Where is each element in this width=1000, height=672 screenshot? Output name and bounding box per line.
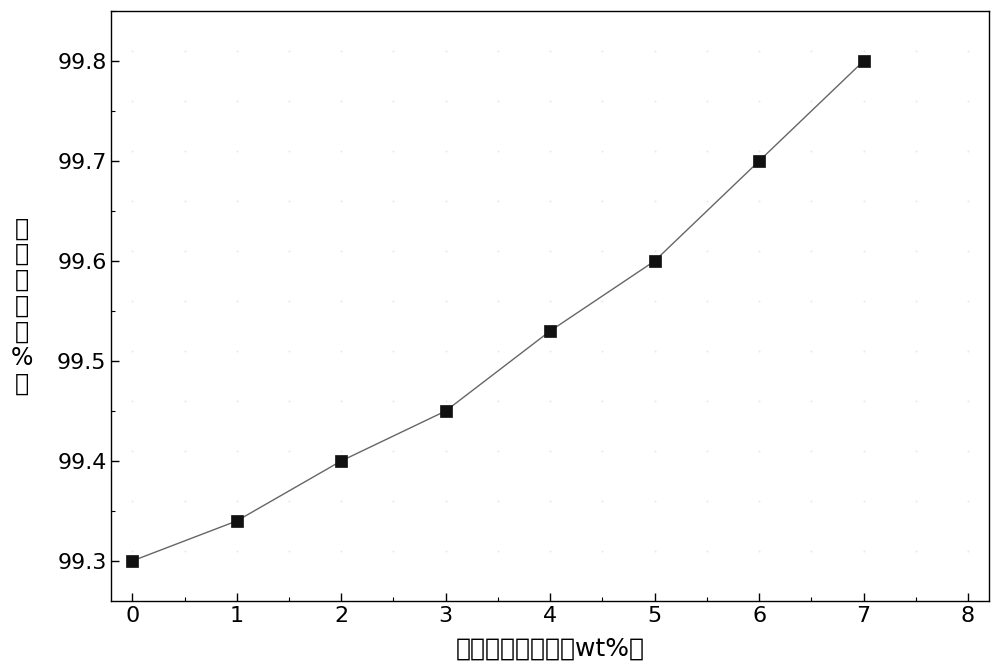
- X-axis label: 聚乙二醇的含量（wt%）: 聚乙二醇的含量（wt%）: [456, 637, 645, 661]
- Y-axis label: 凝
胶
含
量
（
%
）: 凝 胶 含 量 （ % ）: [11, 216, 33, 396]
